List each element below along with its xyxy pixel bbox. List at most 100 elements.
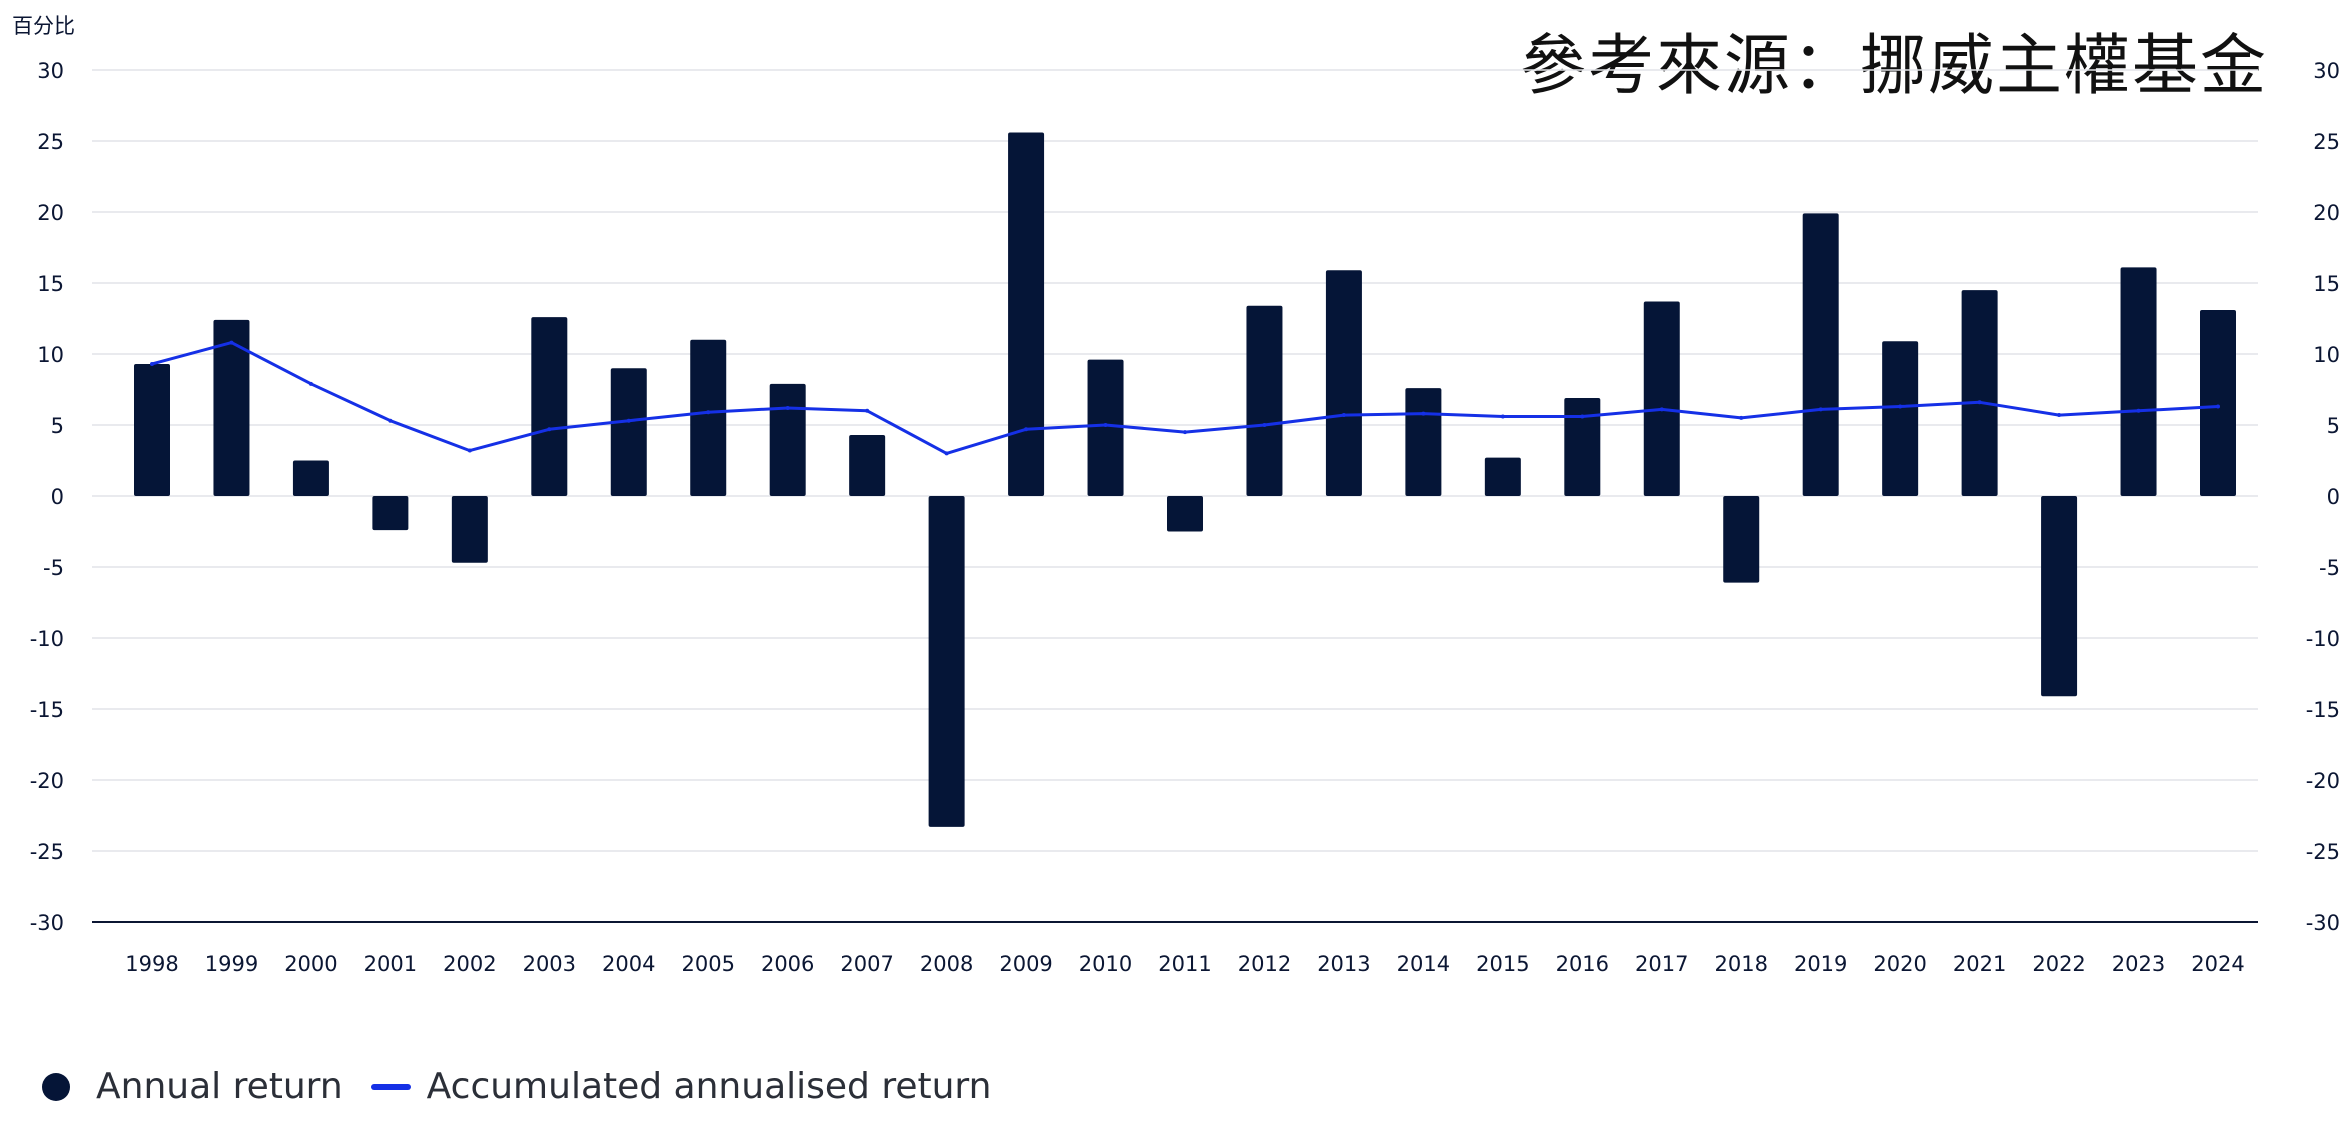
- line-point-2003: [547, 427, 552, 432]
- line-point-2014: [1421, 411, 1426, 416]
- line-point-2022: [2057, 413, 2062, 418]
- bar-2005[interactable]: [690, 339, 727, 496]
- legend-item-annual-return[interactable]: Annual return: [42, 1066, 343, 1107]
- bar-1999[interactable]: [213, 319, 250, 496]
- x-tick-label-2012: 2012: [1238, 952, 1291, 976]
- legend-line-icon: [370, 1083, 411, 1090]
- x-tick-label-2024: 2024: [2191, 952, 2244, 976]
- chart-title: 參考來源：挪威主權基金: [1520, 27, 2268, 104]
- bar-2003[interactable]: [531, 317, 568, 496]
- x-tick-label-1998: 1998: [125, 952, 178, 976]
- x-tick-label-2013: 2013: [1317, 952, 1370, 976]
- x-tick-label-2010: 2010: [1079, 952, 1132, 976]
- y-tick-label-right: 10: [2313, 343, 2340, 367]
- legend-item-accumulated-return[interactable]: Accumulated annualised return: [370, 1066, 992, 1107]
- x-tick-label-2016: 2016: [1556, 952, 1609, 976]
- x-tick-label-2008: 2008: [920, 952, 973, 976]
- line-point-2009: [1024, 427, 1029, 432]
- x-tick-label-2007: 2007: [840, 952, 893, 976]
- bar-2017[interactable]: [1643, 301, 1680, 496]
- y-tick-label-right: -20: [2306, 769, 2340, 793]
- line-point-2015: [1500, 414, 1505, 419]
- line-point-2023: [2136, 408, 2141, 413]
- x-tick-label-2017: 2017: [1635, 952, 1688, 976]
- bar-2015[interactable]: [1484, 457, 1521, 496]
- x-axis-ticks: 1998 1999 2000 2001 2002 2003 2004 2005 2006 2007…: [125, 952, 2244, 976]
- legend-dot-icon: [42, 1072, 70, 1101]
- line-point-2013: [1341, 413, 1346, 418]
- y-tick-label-right: 25: [2313, 130, 2340, 154]
- x-tick-label-2002: 2002: [443, 952, 496, 976]
- y-tick-label-left: 25: [37, 130, 64, 154]
- line-point-2010: [1103, 423, 1108, 427]
- line-point-2006: [785, 405, 790, 410]
- y-axis-right-ticks: 30 25 20 15 10 5 0 -5 -10 -15 -20 -25 -30: [2306, 59, 2340, 935]
- bar-2010[interactable]: [1087, 359, 1124, 496]
- line-point-2008: [944, 451, 949, 456]
- x-tick-label-2003: 2003: [523, 952, 576, 976]
- bar-2006[interactable]: [769, 383, 806, 496]
- y-tick-label-left: -30: [30, 911, 64, 935]
- y-tick-label-left: -20: [30, 769, 64, 793]
- bar-2020[interactable]: [1882, 341, 1919, 496]
- line-point-2020: [1898, 404, 1903, 409]
- y-tick-label-right: -25: [2306, 840, 2340, 864]
- bar-2021[interactable]: [1961, 290, 1998, 496]
- bar-2007[interactable]: [849, 434, 886, 496]
- y-axis-left-ticks: 30 25 20 15 10 5 0 -5 -10 -15 -20 -25 -30: [30, 59, 64, 935]
- line-point-2018: [1739, 415, 1744, 420]
- legend-label-accumulated-return: Accumulated annualised return: [426, 1066, 992, 1107]
- bar-2018[interactable]: [1723, 496, 1760, 583]
- x-tick-label-2014: 2014: [1397, 952, 1450, 976]
- line-point-2004: [626, 418, 631, 423]
- x-tick-label-2022: 2022: [2032, 952, 2085, 976]
- y-tick-label-left: -15: [30, 698, 64, 722]
- y-axis-unit-label: 百分比: [12, 14, 75, 38]
- line-point-2007: [865, 408, 870, 413]
- y-tick-label-left: 15: [37, 272, 64, 296]
- bar-2022[interactable]: [2041, 496, 2078, 697]
- y-tick-label-left: 10: [37, 343, 64, 367]
- y-tick-label-left: 30: [37, 59, 64, 83]
- x-tick-label-2020: 2020: [1873, 952, 1926, 976]
- x-tick-label-2021: 2021: [1953, 952, 2006, 976]
- line-point-1998: [150, 361, 154, 366]
- bar-2019[interactable]: [1802, 213, 1839, 497]
- bar-2002[interactable]: [451, 496, 488, 563]
- bar-1998[interactable]: [134, 363, 170, 496]
- x-tick-label-2005: 2005: [682, 952, 735, 976]
- y-tick-label-right: 15: [2313, 272, 2340, 296]
- line-point-2021: [1977, 400, 1982, 405]
- x-tick-label-2001: 2001: [364, 952, 417, 976]
- bar-2014[interactable]: [1405, 388, 1442, 496]
- y-tick-label-right: 0: [2327, 485, 2340, 509]
- y-tick-label-right: -15: [2306, 698, 2340, 722]
- line-point-2000: [308, 381, 313, 386]
- line-point-2019: [1818, 407, 1823, 412]
- x-tick-label-2019: 2019: [1794, 952, 1847, 976]
- bar-2009[interactable]: [1008, 132, 1045, 497]
- x-tick-label-2023: 2023: [2112, 952, 2165, 976]
- bar-2016[interactable]: [1564, 398, 1601, 496]
- y-tick-label-left: 20: [37, 201, 64, 225]
- line-point-2005: [706, 410, 711, 415]
- annual-return-bars: [134, 132, 2236, 827]
- bar-2013[interactable]: [1325, 270, 1362, 496]
- bar-2023[interactable]: [2120, 267, 2157, 496]
- line-point-2024: [2216, 404, 2220, 409]
- bar-2012[interactable]: [1246, 305, 1283, 496]
- y-tick-label-right: -10: [2306, 627, 2340, 651]
- bar-2004[interactable]: [610, 368, 647, 496]
- x-tick-label-2000: 2000: [284, 952, 337, 976]
- y-tick-label-left: 5: [51, 414, 64, 438]
- y-tick-label-left: -25: [30, 840, 64, 864]
- bar-2024[interactable]: [2200, 309, 2236, 496]
- bar-2008[interactable]: [928, 496, 965, 827]
- bar-2000[interactable]: [292, 460, 329, 497]
- bar-2001[interactable]: [372, 496, 409, 531]
- legend-label-annual-return: Annual return: [96, 1066, 343, 1107]
- y-tick-label-right: -5: [2319, 556, 2340, 580]
- bar-2011[interactable]: [1167, 496, 1203, 532]
